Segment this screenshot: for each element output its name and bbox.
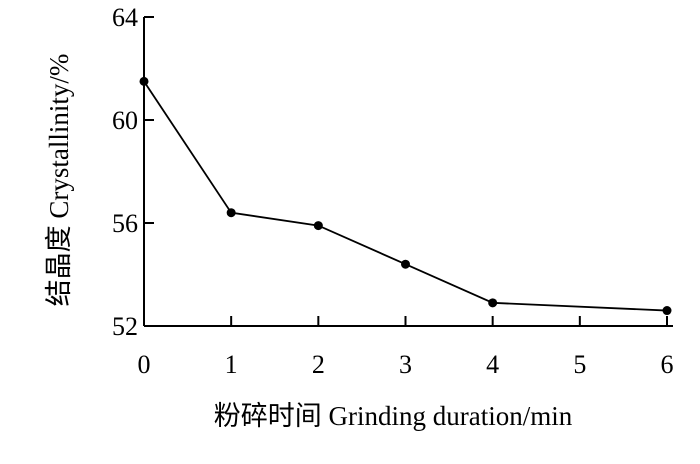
x-tick-label: 1 (225, 350, 238, 379)
x-tick-label: 2 (312, 350, 325, 379)
data-point (401, 259, 410, 269)
y-tick-label: 60 (112, 106, 138, 135)
data-point (662, 306, 672, 316)
x-tick-label: 6 (661, 350, 674, 379)
axes (143, 17, 673, 327)
data-point (139, 76, 149, 86)
data-point (313, 221, 323, 231)
x-tick-label: 3 (399, 350, 412, 379)
data-point (226, 208, 236, 218)
series (139, 76, 672, 316)
x-tick-label: 5 (573, 350, 586, 379)
y-axis-title: 结晶度 Crystallinity/% (44, 54, 74, 307)
series-line (143, 80, 668, 312)
y-tick-label: 52 (112, 312, 138, 341)
x-axis-title: 粉碎时间 Grinding duration/min (214, 401, 573, 431)
y-tick-label: 56 (112, 209, 138, 238)
x-tick-label: 0 (138, 350, 151, 379)
y-tick-label: 64 (112, 3, 138, 32)
data-point (488, 298, 498, 308)
x-tick-label: 4 (486, 350, 499, 379)
